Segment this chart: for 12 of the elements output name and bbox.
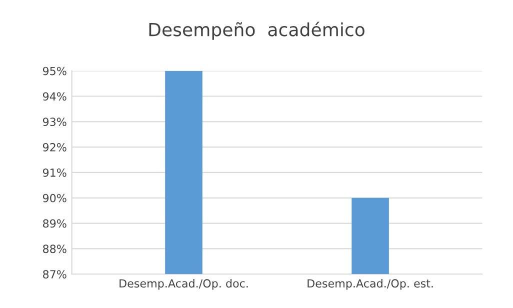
y-tick-label: 87% — [43, 270, 66, 278]
x-tick-label: Desemp.Acad./Op. est. — [308, 278, 433, 290]
y-tick-label: 94% — [42, 92, 66, 101]
y-tick-label: 89% — [43, 219, 66, 228]
y-tick-label: 92% — [42, 143, 66, 152]
y-tick-label: 95% — [42, 66, 66, 76]
y-tick-label: 90% — [42, 194, 66, 202]
y-tick-label: 93% — [42, 118, 66, 126]
x-tick-label: Desemp.Acad./Op. doc. — [120, 278, 248, 290]
y-tick-label: 91% — [42, 168, 66, 177]
y-tick-label: 88% — [43, 244, 66, 254]
chart-title: Desempeño académico — [149, 22, 364, 40]
